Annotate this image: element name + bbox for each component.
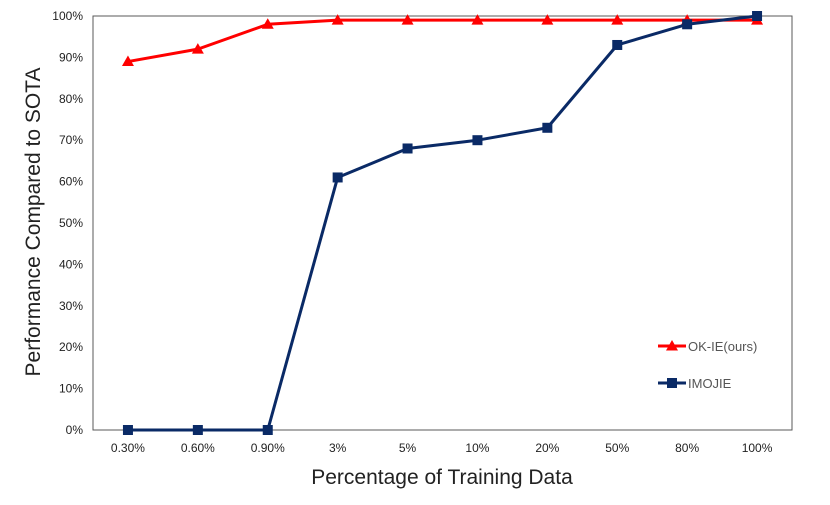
legend: OK-IE(ours) IMOJIE	[658, 339, 757, 391]
y-tick-label: 100%	[52, 9, 83, 23]
legend-label-imojie: IMOJIE	[688, 376, 732, 391]
x-tick-label: 0.90%	[251, 441, 285, 455]
x-tick-label: 20%	[535, 441, 559, 455]
y-tick-label: 80%	[59, 92, 83, 106]
data-point-imojie	[192, 425, 203, 435]
x-tick-label: 100%	[742, 441, 773, 455]
y-axis-ticks: 0% 10% 20% 30% 40% 50% 60% 70% 80% 90% 100%	[52, 9, 83, 437]
x-tick-label: 0.60%	[181, 441, 215, 455]
x-tick-label: 3%	[329, 441, 347, 455]
data-point-ok-ie	[401, 14, 414, 25]
x-tick-label: 0.30%	[111, 441, 145, 455]
x-axis-ticks: 0.30% 0.60% 0.90% 3% 5% 10% 20% 50% 80% 100%	[111, 441, 773, 455]
legend-item-imojie: IMOJIE	[658, 376, 732, 391]
data-point-imojie	[262, 425, 273, 435]
series-line-ok-ie	[127, 18, 758, 64]
y-tick-label: 70%	[59, 133, 83, 147]
x-axis-title: Percentage of Training Data	[311, 466, 573, 489]
x-tick-label: 80%	[675, 441, 699, 455]
data-point-ok-ie	[611, 14, 624, 25]
x-tick-label: 50%	[605, 441, 629, 455]
data-point-ok-ie	[261, 18, 274, 29]
data-point-ok-ie	[331, 14, 344, 25]
legend-marker-imojie	[667, 378, 677, 388]
series-line-imojie	[127, 14, 758, 432]
y-tick-label: 40%	[59, 257, 83, 271]
data-point-imojie	[612, 39, 623, 50]
data-point-imojie	[472, 135, 483, 146]
series-imojie	[122, 11, 763, 435]
y-tick-label: 0%	[66, 423, 84, 437]
plot-area-frame	[92, 15, 793, 431]
x-tick-label: 5%	[399, 441, 417, 455]
data-point-imojie	[682, 19, 693, 30]
series-ok-ie	[121, 14, 764, 67]
series-layer	[121, 11, 764, 435]
data-point-imojie	[332, 172, 343, 183]
legend-item-ok-ie: OK-IE(ours)	[658, 339, 757, 354]
y-tick-label: 50%	[59, 216, 83, 230]
legend-marker-ok-ie	[666, 340, 678, 351]
data-point-imojie	[752, 11, 763, 21]
data-point-imojie	[122, 425, 133, 435]
y-axis-title: Performance Compared to SOTA	[22, 68, 45, 377]
data-point-ok-ie	[121, 55, 134, 67]
y-tick-label: 30%	[59, 299, 83, 313]
y-tick-label: 10%	[59, 382, 83, 396]
data-point-ok-ie	[191, 43, 204, 54]
legend-label-ok-ie: OK-IE(ours)	[688, 339, 757, 354]
data-point-ok-ie	[471, 14, 484, 25]
data-point-imojie	[402, 143, 413, 154]
y-tick-label: 60%	[59, 175, 83, 189]
data-point-ok-ie	[541, 14, 554, 25]
data-point-imojie	[542, 122, 553, 133]
y-tick-label: 90%	[59, 50, 83, 64]
x-tick-label: 10%	[465, 441, 489, 455]
y-tick-label: 20%	[59, 340, 83, 354]
